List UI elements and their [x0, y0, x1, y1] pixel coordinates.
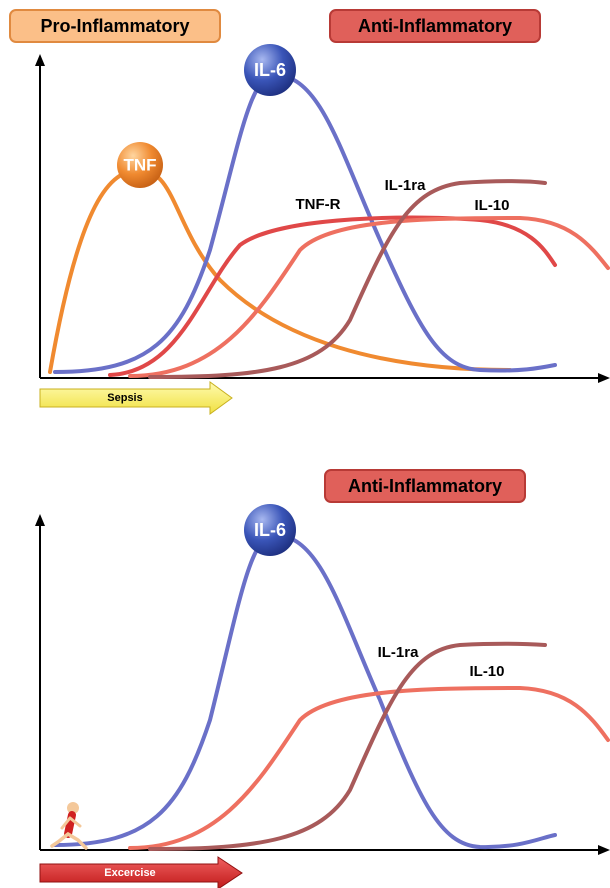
il1ra-label: IL-1ra: [385, 177, 427, 194]
anti-label: Anti-Inflammatory: [358, 16, 512, 36]
il1ra-label: IL-1ra: [378, 644, 420, 661]
bottom-panel: Anti-Inflammatory IL-6 IL-1ra IL-10 Exce…: [35, 470, 610, 888]
sepsis-label: Sepsis: [107, 392, 142, 404]
il6-label: IL-6: [254, 520, 286, 540]
tnf-curve: [50, 170, 510, 372]
il10-curve: [130, 688, 608, 848]
diagram: Pro-Inflammatory Anti-Inflammatory TNF I…: [0, 0, 610, 888]
pro-label: Pro-Inflammatory: [40, 16, 189, 36]
axis-arrow: [35, 514, 45, 526]
exercise-label: Excercise: [104, 867, 155, 879]
axis-arrow: [598, 373, 610, 383]
runner: [52, 802, 86, 848]
tnf-label: TNF: [123, 155, 156, 174]
anti-label: Anti-Inflammatory: [348, 476, 502, 496]
axis-arrow: [35, 54, 45, 66]
tnfr-curve: [110, 218, 555, 375]
il10-label: IL-10: [469, 663, 504, 680]
axis-arrow: [598, 845, 610, 855]
top-panel: Pro-Inflammatory Anti-Inflammatory TNF I…: [10, 10, 610, 414]
il6-label: IL-6: [254, 60, 286, 80]
il10-label: IL-10: [474, 197, 509, 214]
il6-curve: [55, 535, 555, 847]
tnfr-label: TNF-R: [296, 196, 341, 213]
